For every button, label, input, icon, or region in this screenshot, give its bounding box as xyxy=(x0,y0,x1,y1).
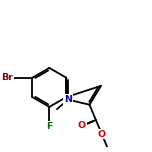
Text: N: N xyxy=(64,95,72,104)
Text: O: O xyxy=(78,121,86,130)
Text: Br: Br xyxy=(1,73,13,82)
Text: F: F xyxy=(46,121,53,131)
Text: O: O xyxy=(98,130,106,138)
